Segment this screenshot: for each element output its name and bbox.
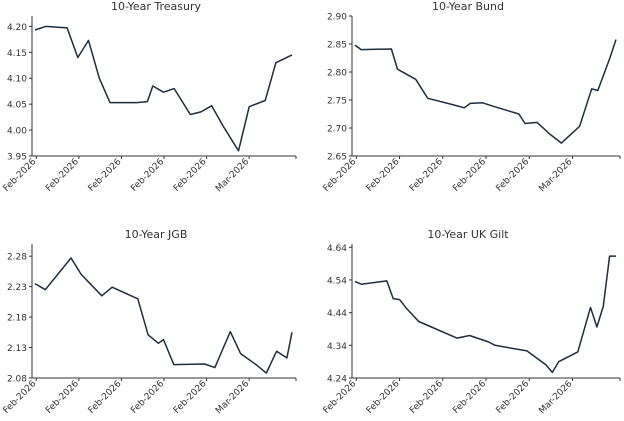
x-tick-label: Mar-2026	[214, 379, 251, 416]
x-tick-label: Feb-2026	[365, 157, 402, 194]
y-tick-label: 2.28	[7, 253, 27, 263]
chart-title: 10-Year UK Gilt	[427, 228, 509, 241]
y-tick-label: 4.24	[327, 375, 347, 385]
x-tick-label: Mar-2026	[214, 157, 251, 194]
x-tick-label: Feb-2026	[172, 157, 209, 194]
y-tick-label: 4.15	[7, 49, 27, 59]
chart-title: 10-Year Treasury	[111, 0, 202, 13]
x-tick-label: Feb-2026	[408, 379, 445, 416]
y-tick-label: 2.08	[7, 375, 27, 385]
x-tick-label: Feb-2026	[495, 157, 532, 194]
x-tick-label: Mar-2026	[537, 379, 574, 416]
series-line	[354, 39, 617, 144]
x-tick-label: Feb-2026	[129, 379, 166, 416]
series-line	[354, 255, 616, 374]
x-tick-label: Feb-2026	[172, 379, 209, 416]
y-tick-label: 2.75	[327, 97, 347, 107]
y-tick-label: 2.70	[327, 125, 347, 135]
x-tick-label: Feb-2026	[495, 379, 532, 416]
y-tick-label: 2.90	[327, 13, 347, 23]
chart-title: 10-Year JGB	[125, 228, 188, 241]
x-tick-label: Mar-2026	[537, 157, 574, 194]
x-tick-label: Feb-2026	[87, 157, 124, 194]
y-tick-label: 2.85	[327, 41, 347, 51]
chart-title: 10-Year Bund	[432, 0, 504, 13]
chart-10y-treasury: 10-Year Treasury 4.20 4.15 4.10 4.05 4.00 3.95…	[2, 0, 297, 194]
y-tick-label: 4.34	[327, 342, 347, 352]
y-tick-label: 4.00	[7, 127, 27, 137]
x-tick-label: Feb-2026	[451, 157, 488, 194]
y-tick-label: 4.10	[7, 75, 27, 85]
y-tick-label: 2.65	[327, 153, 347, 163]
x-tick-label: Feb-2026	[44, 157, 81, 194]
x-tick-label: Feb-2026	[408, 157, 445, 194]
y-tick-label: 2.80	[327, 69, 347, 79]
y-tick-label: 3.95	[7, 153, 27, 163]
x-tick-label: Feb-2026	[87, 379, 124, 416]
chart-10y-uk-gilt: 10-Year UK Gilt 4.64 4.54 4.44 4.34 4.24 Feb-2…	[322, 228, 621, 416]
y-tick-label: 2.18	[7, 314, 27, 324]
chart-10y-bund: 10-Year Bund 2.90 2.85 2.80 2.75 2.70 2.65 Feb-…	[322, 0, 621, 194]
x-tick-label: Feb-2026	[451, 379, 488, 416]
series-line	[34, 25, 293, 152]
x-tick-label: Feb-2026	[129, 157, 166, 194]
y-tick-label: 4.05	[7, 101, 27, 111]
y-tick-label: 2.23	[7, 283, 27, 293]
series-line	[34, 257, 293, 374]
y-tick-label: 4.64	[327, 244, 347, 254]
x-tick-label: Feb-2026	[365, 379, 402, 416]
y-tick-label: 4.44	[327, 309, 347, 319]
y-tick-label: 4.20	[7, 23, 27, 33]
x-tick-label: Feb-2026	[44, 379, 81, 416]
y-tick-label: 2.13	[7, 344, 27, 354]
y-tick-label: 4.54	[327, 276, 347, 286]
